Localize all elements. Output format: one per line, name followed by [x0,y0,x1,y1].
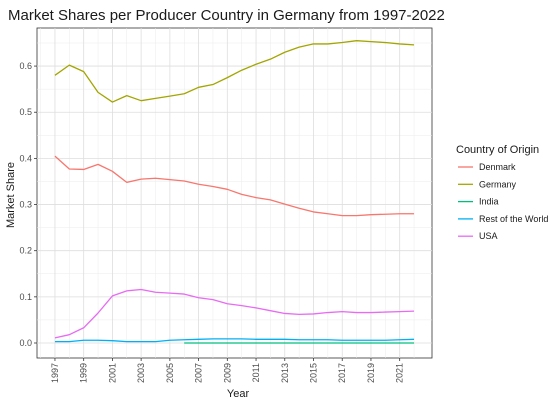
series-line-usa [54,288,415,339]
legend-label-denmark: Denmark [479,162,516,172]
chart-title: Market Shares per Producer Country in Ge… [8,7,445,24]
y-axis-title: Market Share [5,162,17,228]
y-tick-label: 0.2 [19,246,32,256]
series-line-denmark [54,155,415,217]
series-lines [54,40,415,344]
x-tick-label: 2001 [107,363,117,383]
x-tick-label: 2011 [251,363,261,382]
x-tick-label: 2013 [280,363,290,383]
x-tick-label: 2019 [366,363,376,383]
plot-panel [36,27,433,359]
x-tick-label: 2005 [165,363,175,383]
y-tick-label: 0.1 [19,292,32,302]
x-tick-label: 1999 [79,363,89,383]
x-tick-label: 2015 [309,363,319,383]
x-tick-label: 2017 [337,363,347,383]
legend-label-rest-of-the-world: Rest of the World [479,214,548,224]
x-tick-label: 1997 [50,363,60,383]
y-tick-label: 0.4 [19,153,32,163]
y-tick-label: 0.0 [19,338,32,348]
x-tick-label: 2007 [194,363,204,383]
legend-label-germany: Germany [479,179,517,189]
x-axis-title: Year [227,388,250,400]
legend-label-india: India [479,197,499,207]
legend: Country of Origin Denmark Germany India Res… [456,144,548,241]
series-line-rest-of-the-world [54,338,415,343]
axes: 0.0 0.1 0.2 0.3 0.4 0.5 0.6 1997 1999 2001 2003 200… [19,61,404,383]
y-tick-label: 0.3 [19,200,32,210]
x-tick-label: 2009 [222,363,232,383]
x-tick-label: 2021 [395,363,405,383]
legend-title: Country of Origin [456,144,539,156]
series-line-germany [54,40,415,103]
legend-label-usa: USA [479,231,498,241]
legend-items: Denmark Germany India Rest of the World USA [458,162,548,241]
y-tick-label: 0.6 [19,61,32,71]
x-tick-label: 2003 [136,363,146,383]
y-tick-label: 0.5 [19,107,32,117]
